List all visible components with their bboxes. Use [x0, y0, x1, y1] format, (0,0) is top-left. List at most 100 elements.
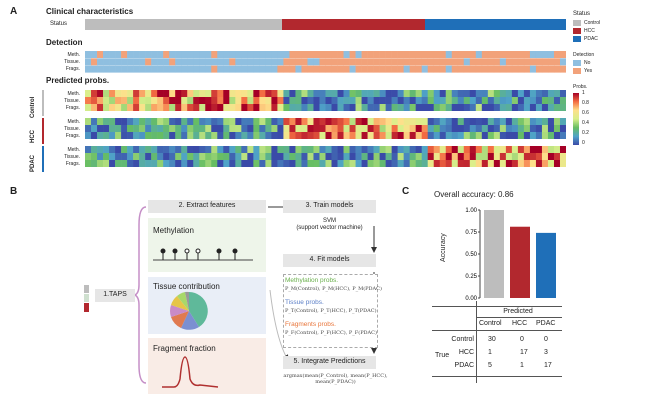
- detection-cell: [397, 58, 404, 66]
- probability-cell: [205, 90, 212, 97]
- probs-tick-02: 0.2: [582, 130, 589, 136]
- probability-cell: [91, 132, 98, 139]
- detection-cell: [115, 58, 122, 66]
- probability-cell: [223, 153, 230, 160]
- probability-cell: [541, 160, 549, 167]
- probability-cell: [121, 97, 128, 104]
- probability-cell: [487, 153, 495, 160]
- probability-cell: [259, 104, 266, 111]
- probability-cell: [91, 90, 98, 97]
- probability-cell: [361, 90, 368, 97]
- detection-cell: [535, 58, 543, 66]
- probability-cell: [289, 153, 296, 160]
- probability-cell: [259, 125, 266, 132]
- detection-row-frags: Frags.: [65, 66, 80, 72]
- probability-cell: [247, 125, 254, 132]
- probability-cell: [415, 146, 422, 153]
- probability-cell: [313, 125, 320, 132]
- probability-cell: [127, 118, 134, 125]
- probability-cell: [325, 118, 332, 125]
- probability-cell: [463, 97, 471, 104]
- detection-cell: [181, 65, 188, 73]
- probability-cell: [361, 118, 368, 125]
- probability-cell: [163, 125, 170, 132]
- probability-cell: [187, 146, 194, 153]
- detection-cell: [169, 58, 176, 66]
- probability-cell: [451, 146, 459, 153]
- probability-cell: [205, 97, 212, 104]
- detection-cell: [451, 58, 459, 66]
- probability-cell: [175, 160, 182, 167]
- probability-cell: [331, 132, 338, 139]
- legend-control-label: Control: [584, 20, 601, 26]
- predicted-title: Predicted probs.: [46, 76, 110, 85]
- probability-cell: [103, 146, 110, 153]
- detection-cell: [397, 51, 404, 58]
- probability-cell: [139, 146, 146, 153]
- frag-probs-label: Fragments probs.: [285, 321, 336, 328]
- probability-cell: [205, 153, 212, 160]
- pred-col-control: Control: [479, 320, 502, 327]
- probability-cell: [283, 104, 290, 111]
- detection-cell: [451, 51, 459, 58]
- probability-cell: [103, 132, 110, 139]
- probability-cell: [391, 146, 398, 153]
- detection-cell: [91, 65, 98, 73]
- probs-box: [283, 274, 378, 348]
- probability-cell: [349, 118, 356, 125]
- probability-cell: [157, 90, 164, 97]
- probability-cell: [223, 132, 230, 139]
- detection-cell: [493, 65, 501, 73]
- probability-cell: [199, 104, 206, 111]
- probability-cell: [289, 97, 296, 104]
- probability-cell: [169, 97, 176, 104]
- detection-cell: [367, 65, 374, 73]
- probability-cell: [403, 132, 410, 139]
- prob-row-hcc-0: Meth.: [67, 119, 80, 125]
- probability-cell: [475, 146, 483, 153]
- probability-cell: [331, 160, 338, 167]
- probability-cell: [505, 160, 513, 167]
- probability-cell: [355, 132, 362, 139]
- probability-cell: [115, 146, 122, 153]
- probability-cell: [91, 160, 98, 167]
- probability-cell: [103, 118, 110, 125]
- probability-cell: [415, 90, 422, 97]
- detection-cell: [343, 51, 350, 58]
- probability-cell: [307, 118, 314, 125]
- probability-cell: [529, 160, 537, 167]
- probability-cell: [331, 153, 338, 160]
- detection-cell: [385, 51, 392, 58]
- prob-row-hcc-2: Frags.: [65, 133, 80, 139]
- probability-cell: [493, 132, 501, 139]
- detection-cell: [355, 58, 362, 66]
- detection-cell: [325, 51, 332, 58]
- probability-cell: [367, 90, 374, 97]
- probability-cell: [343, 146, 350, 153]
- probability-cell: [343, 160, 350, 167]
- confusion-cell-2-2: 17: [544, 362, 552, 369]
- probability-cell: [139, 132, 146, 139]
- detection-cell: [235, 58, 242, 66]
- probability-cell: [349, 153, 356, 160]
- probability-cell: [445, 118, 453, 125]
- accuracy-ylabel: Accuracy: [440, 233, 447, 262]
- probability-cell: [139, 90, 146, 97]
- detection-cell: [523, 58, 531, 66]
- probability-cell: [133, 118, 140, 125]
- status-bar: [85, 19, 566, 30]
- probability-cell: [535, 97, 543, 104]
- predicted-rule: [476, 317, 562, 318]
- probability-cell: [319, 90, 326, 97]
- probability-cell: [499, 160, 507, 167]
- probability-cell: [223, 125, 230, 132]
- probability-cell: [253, 97, 260, 104]
- detection-cell: [403, 65, 410, 73]
- probability-cell: [85, 104, 92, 111]
- probability-cell: [157, 104, 164, 111]
- probability-cell: [241, 125, 248, 132]
- detection-cell: [445, 51, 453, 58]
- prob-row-hcc-1: Tissue.: [64, 126, 80, 132]
- probability-cell: [103, 104, 110, 111]
- detection-cell: [319, 51, 326, 58]
